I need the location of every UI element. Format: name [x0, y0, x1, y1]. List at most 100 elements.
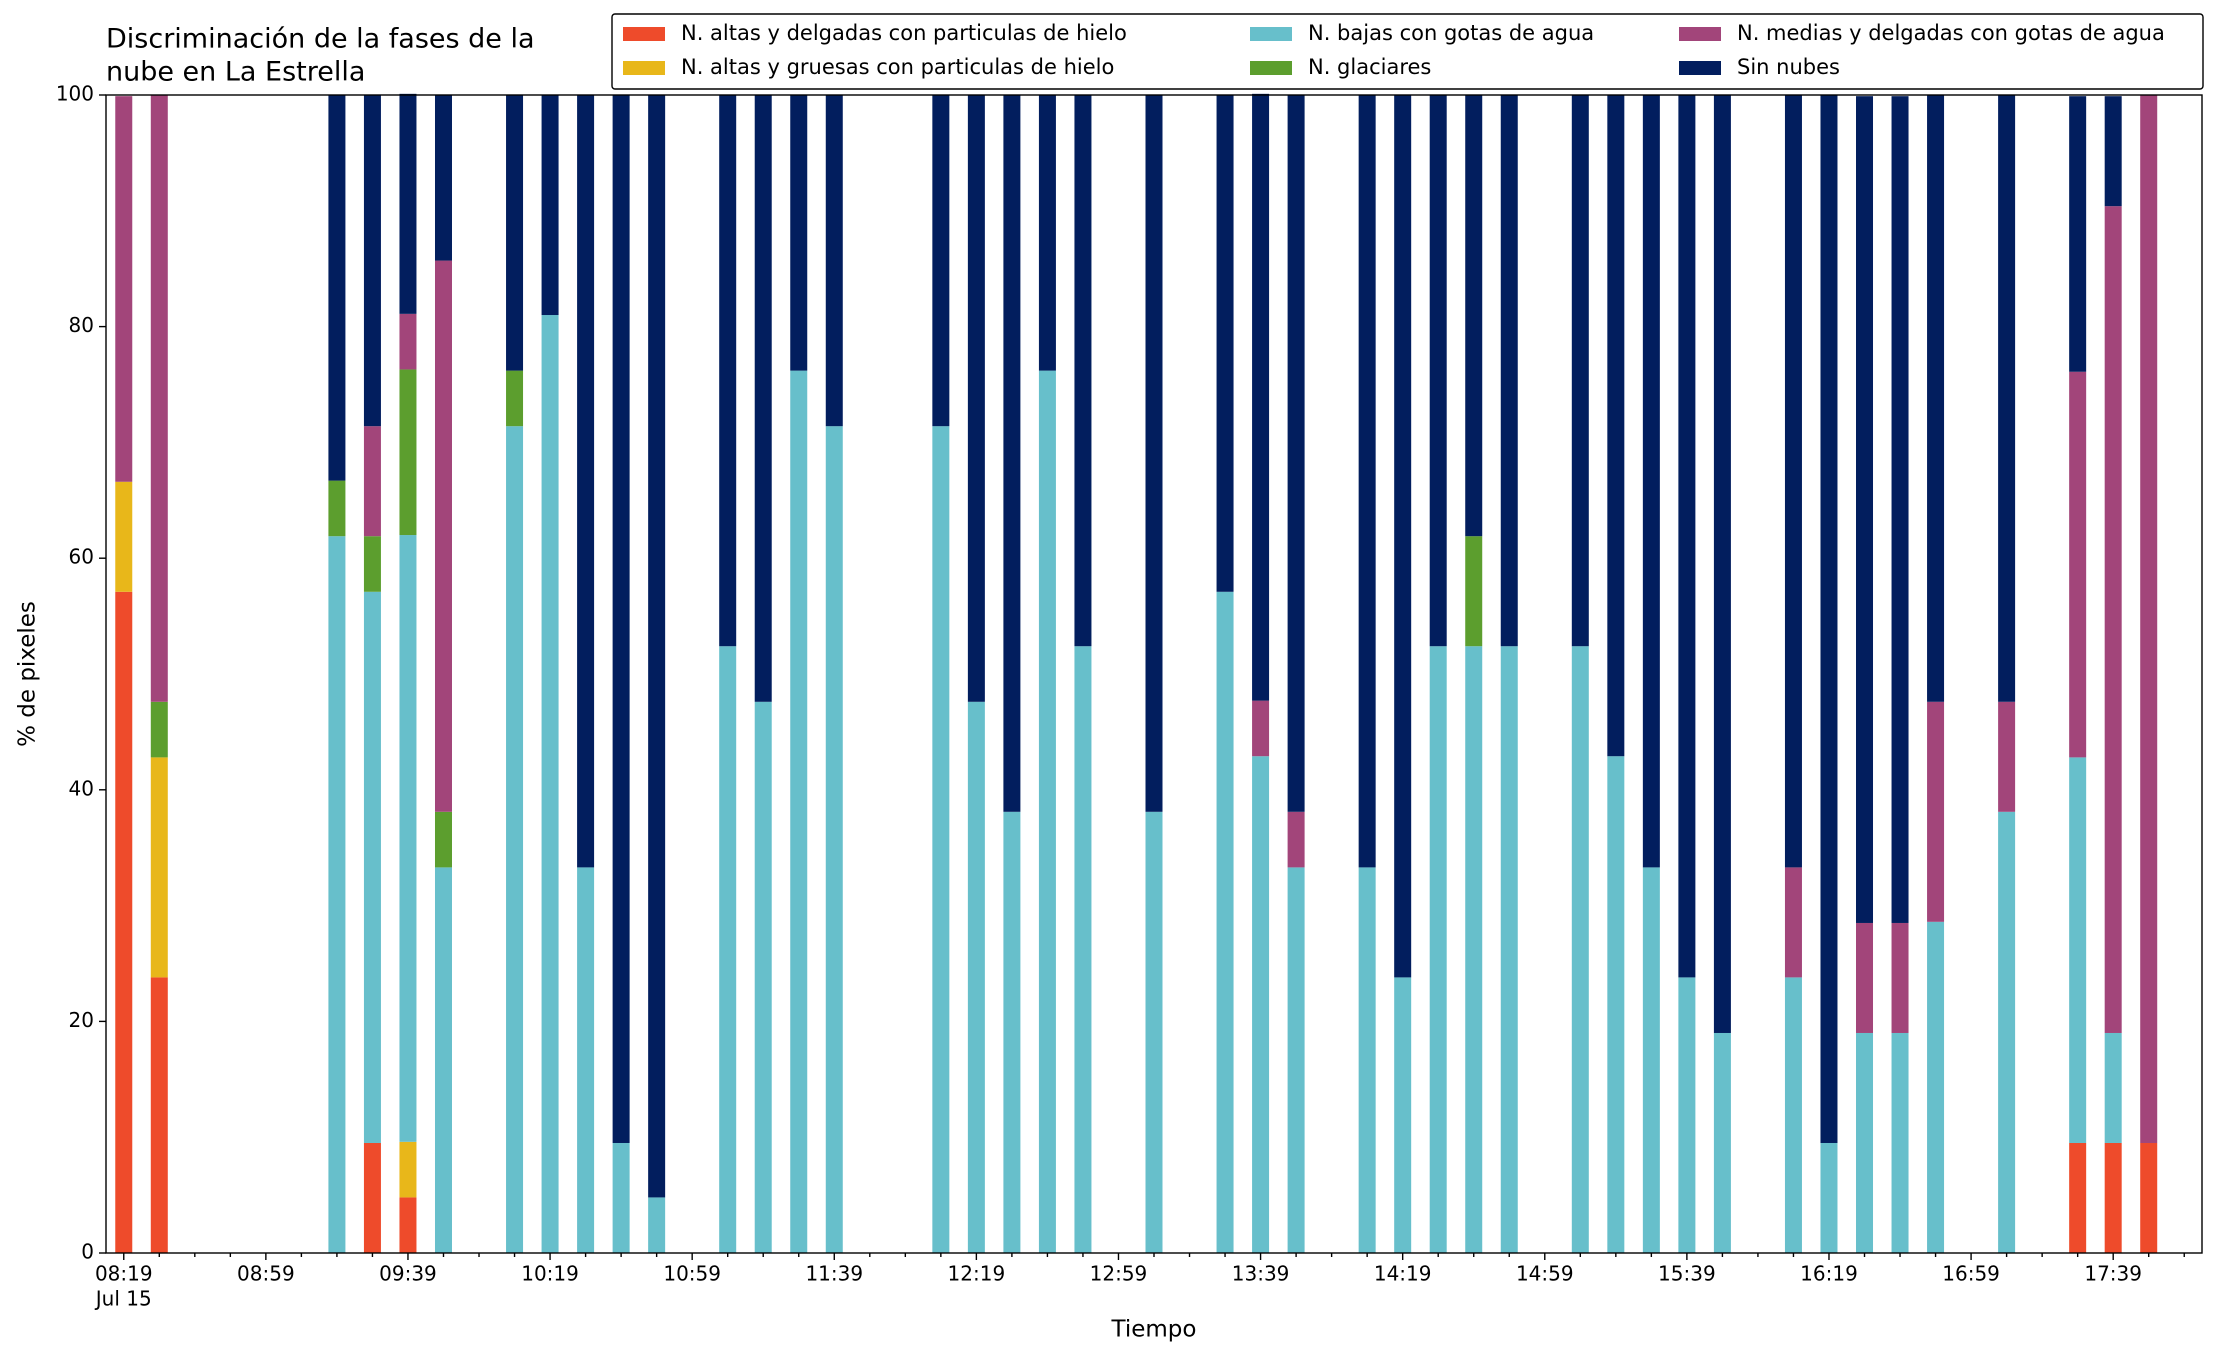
bar-segment [1713, 1032, 1731, 1253]
legend-label: N. medias y delgadas con gotas de agua [1737, 21, 2165, 45]
legend-swatch [1679, 61, 1721, 75]
y-tick-label: 40 [69, 776, 94, 800]
bar-segment [719, 646, 737, 1253]
bar-segment [612, 1142, 630, 1253]
legend-label: N. altas y delgadas con particulas de hi… [681, 21, 1127, 45]
x-tick-label: 17:39 [2084, 1262, 2142, 1286]
bar-segment [1678, 977, 1696, 1253]
bar-segment [577, 95, 595, 868]
bar-segment [754, 95, 772, 702]
x-tick-label: 14:59 [1516, 1262, 1574, 1286]
bar-segment [1394, 95, 1412, 978]
bar-segment [1216, 95, 1234, 592]
y-tick-label: 80 [69, 313, 94, 337]
chart-title: nube en La Estrella [106, 57, 365, 88]
bar-segment [1358, 867, 1376, 1253]
bar-segment [150, 95, 168, 702]
bar-segment [719, 95, 737, 647]
bar-segment [363, 426, 381, 537]
bar-segment [1287, 867, 1305, 1253]
bar-segment [1429, 646, 1447, 1253]
bar-segment [1927, 921, 1945, 1253]
bar-segment [434, 260, 452, 812]
bar-segment [328, 480, 346, 537]
bar-segment [1784, 95, 1802, 868]
legend-swatch [623, 27, 665, 41]
bar-segment [506, 426, 524, 1253]
bar-segment [2069, 757, 2087, 1143]
bar-segment [1500, 95, 1518, 647]
bar-segment [434, 95, 452, 261]
bar-segment [1252, 700, 1270, 757]
bar-segment [434, 811, 452, 868]
bar-segment [1287, 95, 1305, 812]
bar-segment [1784, 977, 1802, 1253]
bar-segment [2104, 1142, 2122, 1253]
bar-segment [1252, 756, 1270, 1253]
bar-segment [1998, 811, 2016, 1253]
bar-segment [2104, 96, 2122, 207]
bar-segment [1287, 811, 1305, 868]
bar-segment [1891, 1032, 1909, 1253]
bar-segment [1891, 96, 1909, 923]
y-tick-label: 100 [56, 82, 94, 106]
bar-segment [1607, 756, 1625, 1253]
bar-segment [1607, 95, 1625, 757]
legend-box [611, 13, 2204, 90]
x-tick-label: 08:19 [95, 1262, 153, 1286]
y-axis-label: % de pixeles [15, 601, 41, 747]
bar-segment [2104, 206, 2122, 1033]
x-tick-label: 11:39 [805, 1262, 863, 1286]
bar-segment [1465, 536, 1483, 647]
bar-segment [1074, 646, 1092, 1253]
bar-segment [115, 96, 133, 482]
legend-swatch [1250, 61, 1292, 75]
x-tick-label: 12:59 [1090, 1262, 1148, 1286]
bar-segment [1038, 95, 1056, 371]
bar-segment [1998, 95, 2016, 702]
legend-label: N. bajas con gotas de agua [1308, 21, 1594, 45]
bar-segment [399, 369, 417, 536]
bar-segment [2069, 371, 2087, 758]
bar-segment [754, 701, 772, 1253]
x-tick-label: 12:19 [948, 1262, 1006, 1286]
bar-segment [434, 867, 452, 1253]
bar-segment [648, 1197, 666, 1253]
bar-segment [1145, 95, 1163, 812]
bar-segment [1891, 922, 1909, 1033]
x-axis-label: Tiempo [1111, 1317, 1197, 1343]
bar-segment [825, 95, 843, 427]
bar-segment [932, 95, 950, 427]
legend-swatch [1679, 27, 1721, 41]
bar-segment [1465, 95, 1483, 537]
bar-segment [612, 95, 630, 1143]
bar-segment [1394, 977, 1412, 1253]
bar-segment [790, 95, 808, 371]
bar-segment [506, 370, 524, 427]
bar-segment [541, 95, 559, 316]
x-tick-label: 10:59 [663, 1262, 721, 1286]
legend-label: N. glaciares [1308, 55, 1431, 79]
bar-segment [363, 536, 381, 592]
bar-segment [399, 93, 417, 314]
bar-segment [1856, 1032, 1874, 1253]
legend-label: N. altas y gruesas con particulas de hie… [681, 55, 1114, 79]
bar-segment [577, 867, 595, 1253]
bar-segment [506, 95, 524, 371]
bar-segment [967, 701, 985, 1253]
bar-segment [328, 95, 346, 481]
bar-segment [1429, 95, 1447, 647]
bar-segment [363, 95, 381, 427]
bar-segment [1216, 591, 1234, 1253]
bar-segment [790, 370, 808, 1253]
bar-segment [399, 1141, 417, 1198]
bar-segment [115, 481, 133, 592]
y-tick-label: 20 [69, 1008, 94, 1032]
bar-segment [967, 95, 985, 702]
y-tick-label: 0 [81, 1240, 94, 1264]
bar-segment [1927, 95, 1945, 702]
bar-segment [1038, 370, 1056, 1253]
bar-segment [2140, 95, 2158, 1143]
bar-segment [115, 591, 133, 1253]
bar-segment [150, 757, 168, 978]
